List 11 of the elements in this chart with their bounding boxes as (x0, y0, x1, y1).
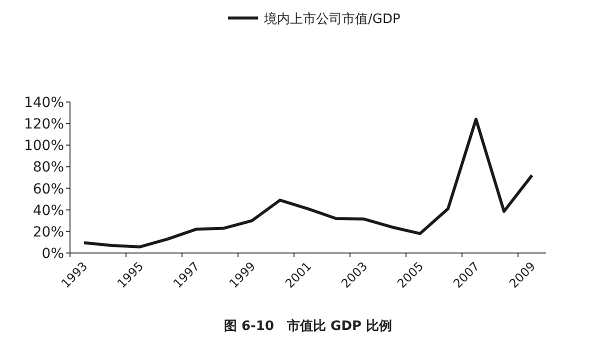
caption: 图 6-10 市值比 GDP 比例 (224, 318, 392, 334)
y-tick-label: 140% (24, 95, 64, 111)
y-tick-label: 0% (42, 246, 64, 262)
y-tick-label: 80% (32, 160, 64, 176)
y-tick-label: 120% (24, 116, 64, 133)
y-tick-label: 100% (24, 138, 64, 154)
y-tick-label: 40% (32, 202, 64, 219)
y-tick-label: 20% (32, 224, 64, 240)
y-tick-label: 60% (32, 181, 64, 198)
legend-label: 境内上市公司市值/GDP (263, 11, 400, 27)
line-series (82, 118, 534, 248)
